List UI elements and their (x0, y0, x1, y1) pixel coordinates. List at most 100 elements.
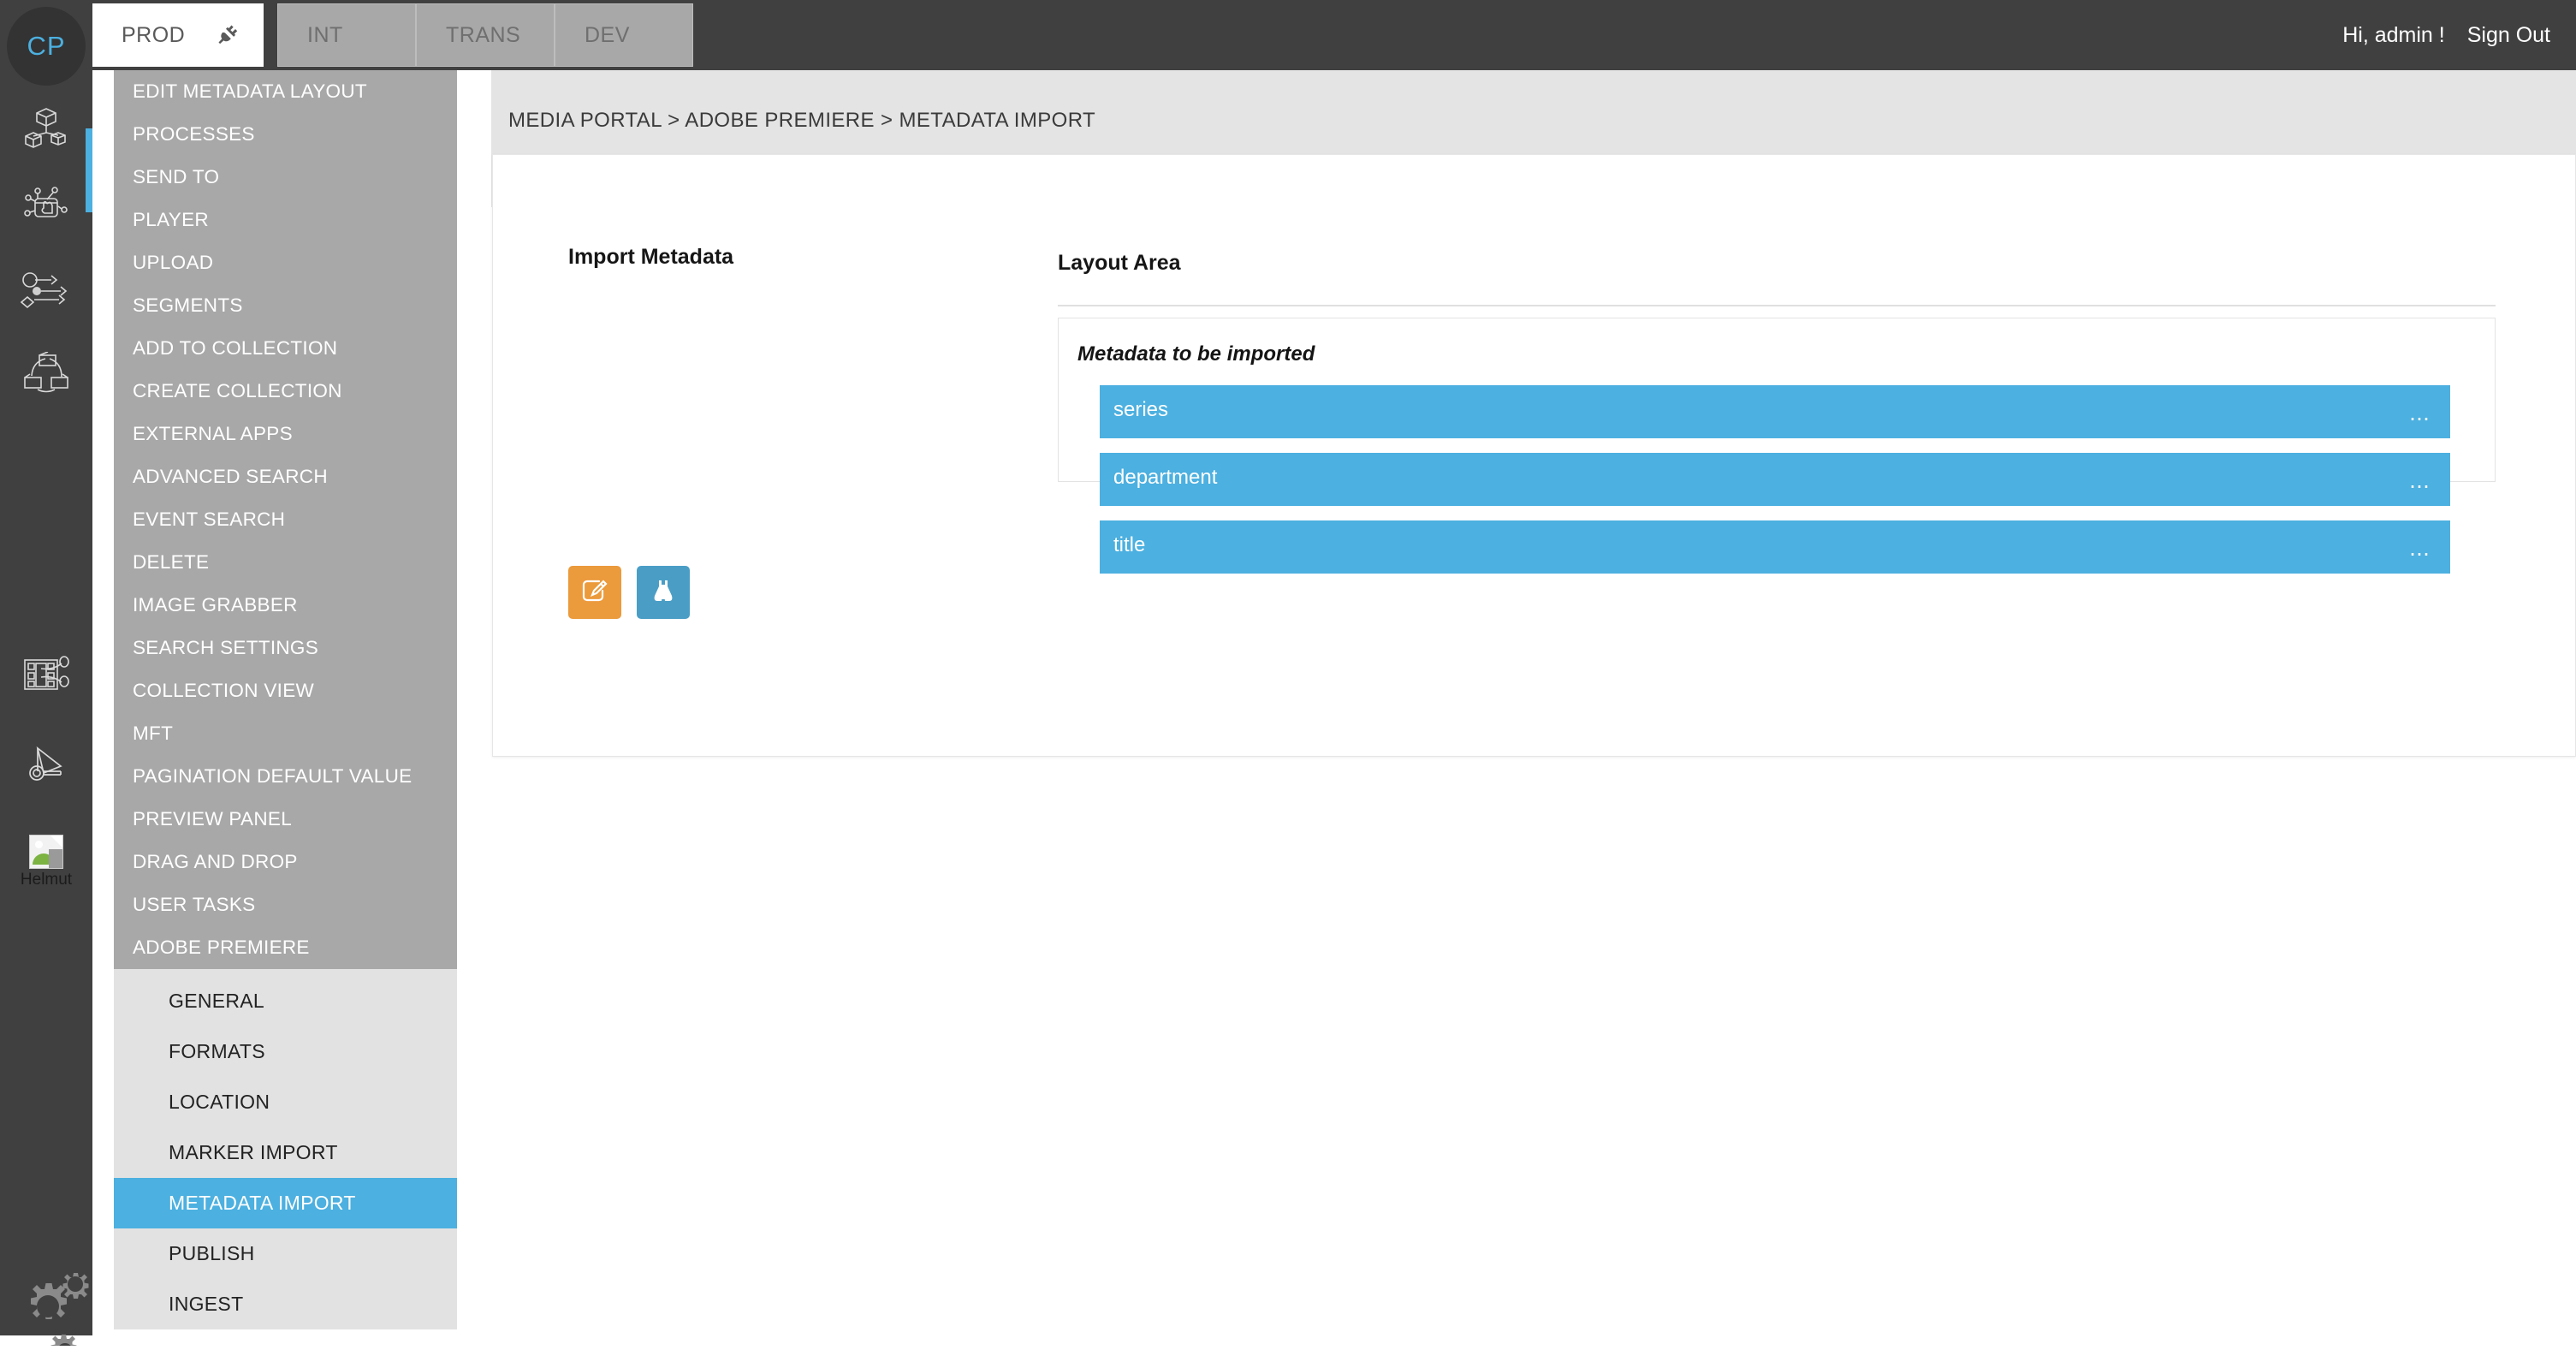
rail-item-assets[interactable] (0, 89, 92, 168)
app-logo-text: CP (27, 31, 66, 61)
sidebar-item-external-apps[interactable]: EXTERNAL APPS (114, 413, 457, 455)
metadata-list: series ⋯ department ⋯ title ⋯ (1100, 385, 2450, 588)
env-tab-int[interactable]: INT (277, 3, 416, 67)
sidebar-item-label: COLLECTION VIEW (133, 680, 315, 701)
sidebar-subitem-publish[interactable]: PUBLISH (114, 1228, 457, 1279)
sidebar-item-label: MFT (133, 723, 174, 744)
sidebar-item-adobe-premiere[interactable]: ADOBE PREMIERE (114, 926, 457, 969)
sidebar-item-drag-and-drop[interactable]: DRAG AND DROP (114, 841, 457, 883)
interactive-panel-icon (21, 184, 72, 230)
top-bar: PROD INT TRANS DEV Hi, admin ! Sign Out (92, 0, 2576, 70)
action-buttons (568, 566, 690, 619)
sidebar-sub-menu: GENERAL FORMATS LOCATION MARKER IMPORT METAD… (114, 969, 457, 1329)
sidebar-subitem-label: LOCATION (169, 1091, 270, 1113)
env-tab-trans[interactable]: TRANS (416, 3, 555, 67)
metadata-item[interactable]: series ⋯ (1100, 385, 2450, 438)
metadata-item[interactable]: title ⋯ (1100, 520, 2450, 574)
metadata-item-label: series (1113, 398, 1169, 421)
transcode-icon (22, 352, 70, 395)
sidebar-item-preview-panel[interactable]: PREVIEW PANEL (114, 798, 457, 841)
app-logo[interactable]: CP (7, 7, 86, 86)
gears-icon (3, 1273, 92, 1350)
sidebar-main-menu: EDIT METADATA LAYOUT PROCESSES SEND TO PLAY… (114, 70, 457, 969)
greeting-label: Hi, admin ! (2342, 22, 2445, 47)
sidebar-item-create-collection[interactable]: CREATE COLLECTION (114, 370, 457, 413)
sidebar-item-label: SEND TO (133, 166, 220, 187)
broken-image-icon (29, 835, 63, 869)
sidebar-item-label: CREATE COLLECTION (133, 380, 342, 401)
metadata-item[interactable]: department ⋯ (1100, 453, 2450, 506)
sidebar-item-collection-view[interactable]: COLLECTION VIEW (114, 669, 457, 712)
rail-item-workflow[interactable] (0, 252, 92, 330)
metadata-item-label: title (1113, 533, 1146, 556)
icon-rail: CP (0, 0, 92, 1350)
sidebar-subitem-location[interactable]: LOCATION (114, 1077, 457, 1127)
import-metadata-panel: Import Metadata Layout Area Metadata to … (492, 154, 2576, 757)
env-tab-trans-label: TRANS (446, 22, 521, 47)
rail-item-helmut[interactable]: Helmut (0, 835, 92, 889)
sidebar-item-label: PLAYER (133, 209, 209, 230)
editing-icon (22, 653, 70, 696)
workflow-icon (21, 271, 72, 311)
sidebar-item-advanced-search[interactable]: ADVANCED SEARCH (114, 455, 457, 498)
sidebar-item-label: EVENT SEARCH (133, 508, 286, 530)
sidebar-item-pagination-default-value[interactable]: PAGINATION DEFAULT VALUE (114, 755, 457, 798)
sidebar-subitem-formats[interactable]: FORMATS (114, 1026, 457, 1077)
sidebar-item-label: DRAG AND DROP (133, 851, 298, 872)
sidebar-item-segments[interactable]: SEGMENTS (114, 284, 457, 327)
rail-item-transcode[interactable] (0, 334, 92, 413)
sidebar-item-label: PAGINATION DEFAULT VALUE (133, 765, 413, 787)
page-title: Import Metadata (568, 245, 734, 269)
sidebar-item-label: ADVANCED SEARCH (133, 466, 328, 487)
edit-button[interactable] (568, 566, 621, 619)
env-tab-prod-label: PROD (122, 22, 186, 47)
sidebar-item-event-search[interactable]: EVENT SEARCH (114, 498, 457, 541)
preview-button[interactable] (637, 566, 690, 619)
rail-item-editing[interactable] (0, 635, 92, 714)
sidebar-item-delete[interactable]: DELETE (114, 541, 457, 584)
rail-item-interactive[interactable] (0, 168, 92, 247)
drag-handle-icon[interactable]: ⋯ (2409, 543, 2431, 566)
rail-item-playback[interactable] (0, 726, 92, 805)
sidebar-subitem-marker-import[interactable]: MARKER IMPORT (114, 1127, 457, 1178)
sidebar-subitem-label: METADATA IMPORT (169, 1192, 356, 1214)
sidebar-item-processes[interactable]: PROCESSES (114, 113, 457, 156)
sidebar-item-label: ADD TO COLLECTION (133, 337, 338, 359)
sidebar-subitem-general[interactable]: GENERAL (114, 976, 457, 1026)
assets-icon (23, 105, 69, 152)
sidebar-item-label: PREVIEW PANEL (133, 808, 293, 830)
layout-area-box: Metadata to be imported series ⋯ departmen… (1058, 318, 2496, 574)
sidebar-subitem-label: GENERAL (169, 990, 265, 1012)
env-tab-dev[interactable]: DEV (555, 3, 693, 67)
sidebar-item-edit-metadata-layout[interactable]: EDIT METADATA LAYOUT (114, 70, 457, 113)
sidebar-subitem-metadata-import[interactable]: METADATA IMPORT (114, 1178, 457, 1228)
sidebar-item-label: SEGMENTS (133, 294, 243, 316)
env-tab-dev-label: DEV (585, 22, 630, 47)
layout-area-divider (1058, 305, 2496, 306)
sidebar-item-send-to[interactable]: SEND TO (114, 156, 457, 199)
sidebar-item-mft[interactable]: MFT (114, 712, 457, 755)
sidebar-subitem-label: PUBLISH (169, 1242, 255, 1264)
playback-icon (22, 744, 70, 787)
metadata-item-label: department (1113, 466, 1218, 489)
settings-button[interactable] (3, 1257, 92, 1350)
plug-icon (216, 22, 241, 48)
rail-item-helmut-label: Helmut (20, 871, 73, 889)
drag-handle-icon[interactable]: ⋯ (2409, 475, 2431, 498)
sign-out-link[interactable]: Sign Out (2466, 22, 2550, 47)
binoculars-icon (649, 577, 678, 609)
sidebar-item-player[interactable]: PLAYER (114, 199, 457, 241)
sidebar-item-user-tasks[interactable]: USER TASKS (114, 883, 457, 926)
sidebar-item-search-settings[interactable]: SEARCH SETTINGS (114, 627, 457, 669)
sidebar-subitem-ingest[interactable]: INGEST (114, 1279, 457, 1329)
env-tab-prod[interactable]: PROD (92, 3, 264, 67)
sidebar-item-label: USER TASKS (133, 894, 256, 915)
sidebar-item-add-to-collection[interactable]: ADD TO COLLECTION (114, 327, 457, 370)
sidebar-item-upload[interactable]: UPLOAD (114, 241, 457, 284)
sidebar-item-label: UPLOAD (133, 252, 214, 273)
sidebar-subitem-label: MARKER IMPORT (169, 1141, 338, 1163)
drag-handle-icon[interactable]: ⋯ (2409, 407, 2431, 431)
layout-box-title: Metadata to be imported (1077, 342, 1315, 366)
sidebar-item-label: SEARCH SETTINGS (133, 637, 319, 658)
sidebar-item-image-grabber[interactable]: IMAGE GRABBER (114, 584, 457, 627)
